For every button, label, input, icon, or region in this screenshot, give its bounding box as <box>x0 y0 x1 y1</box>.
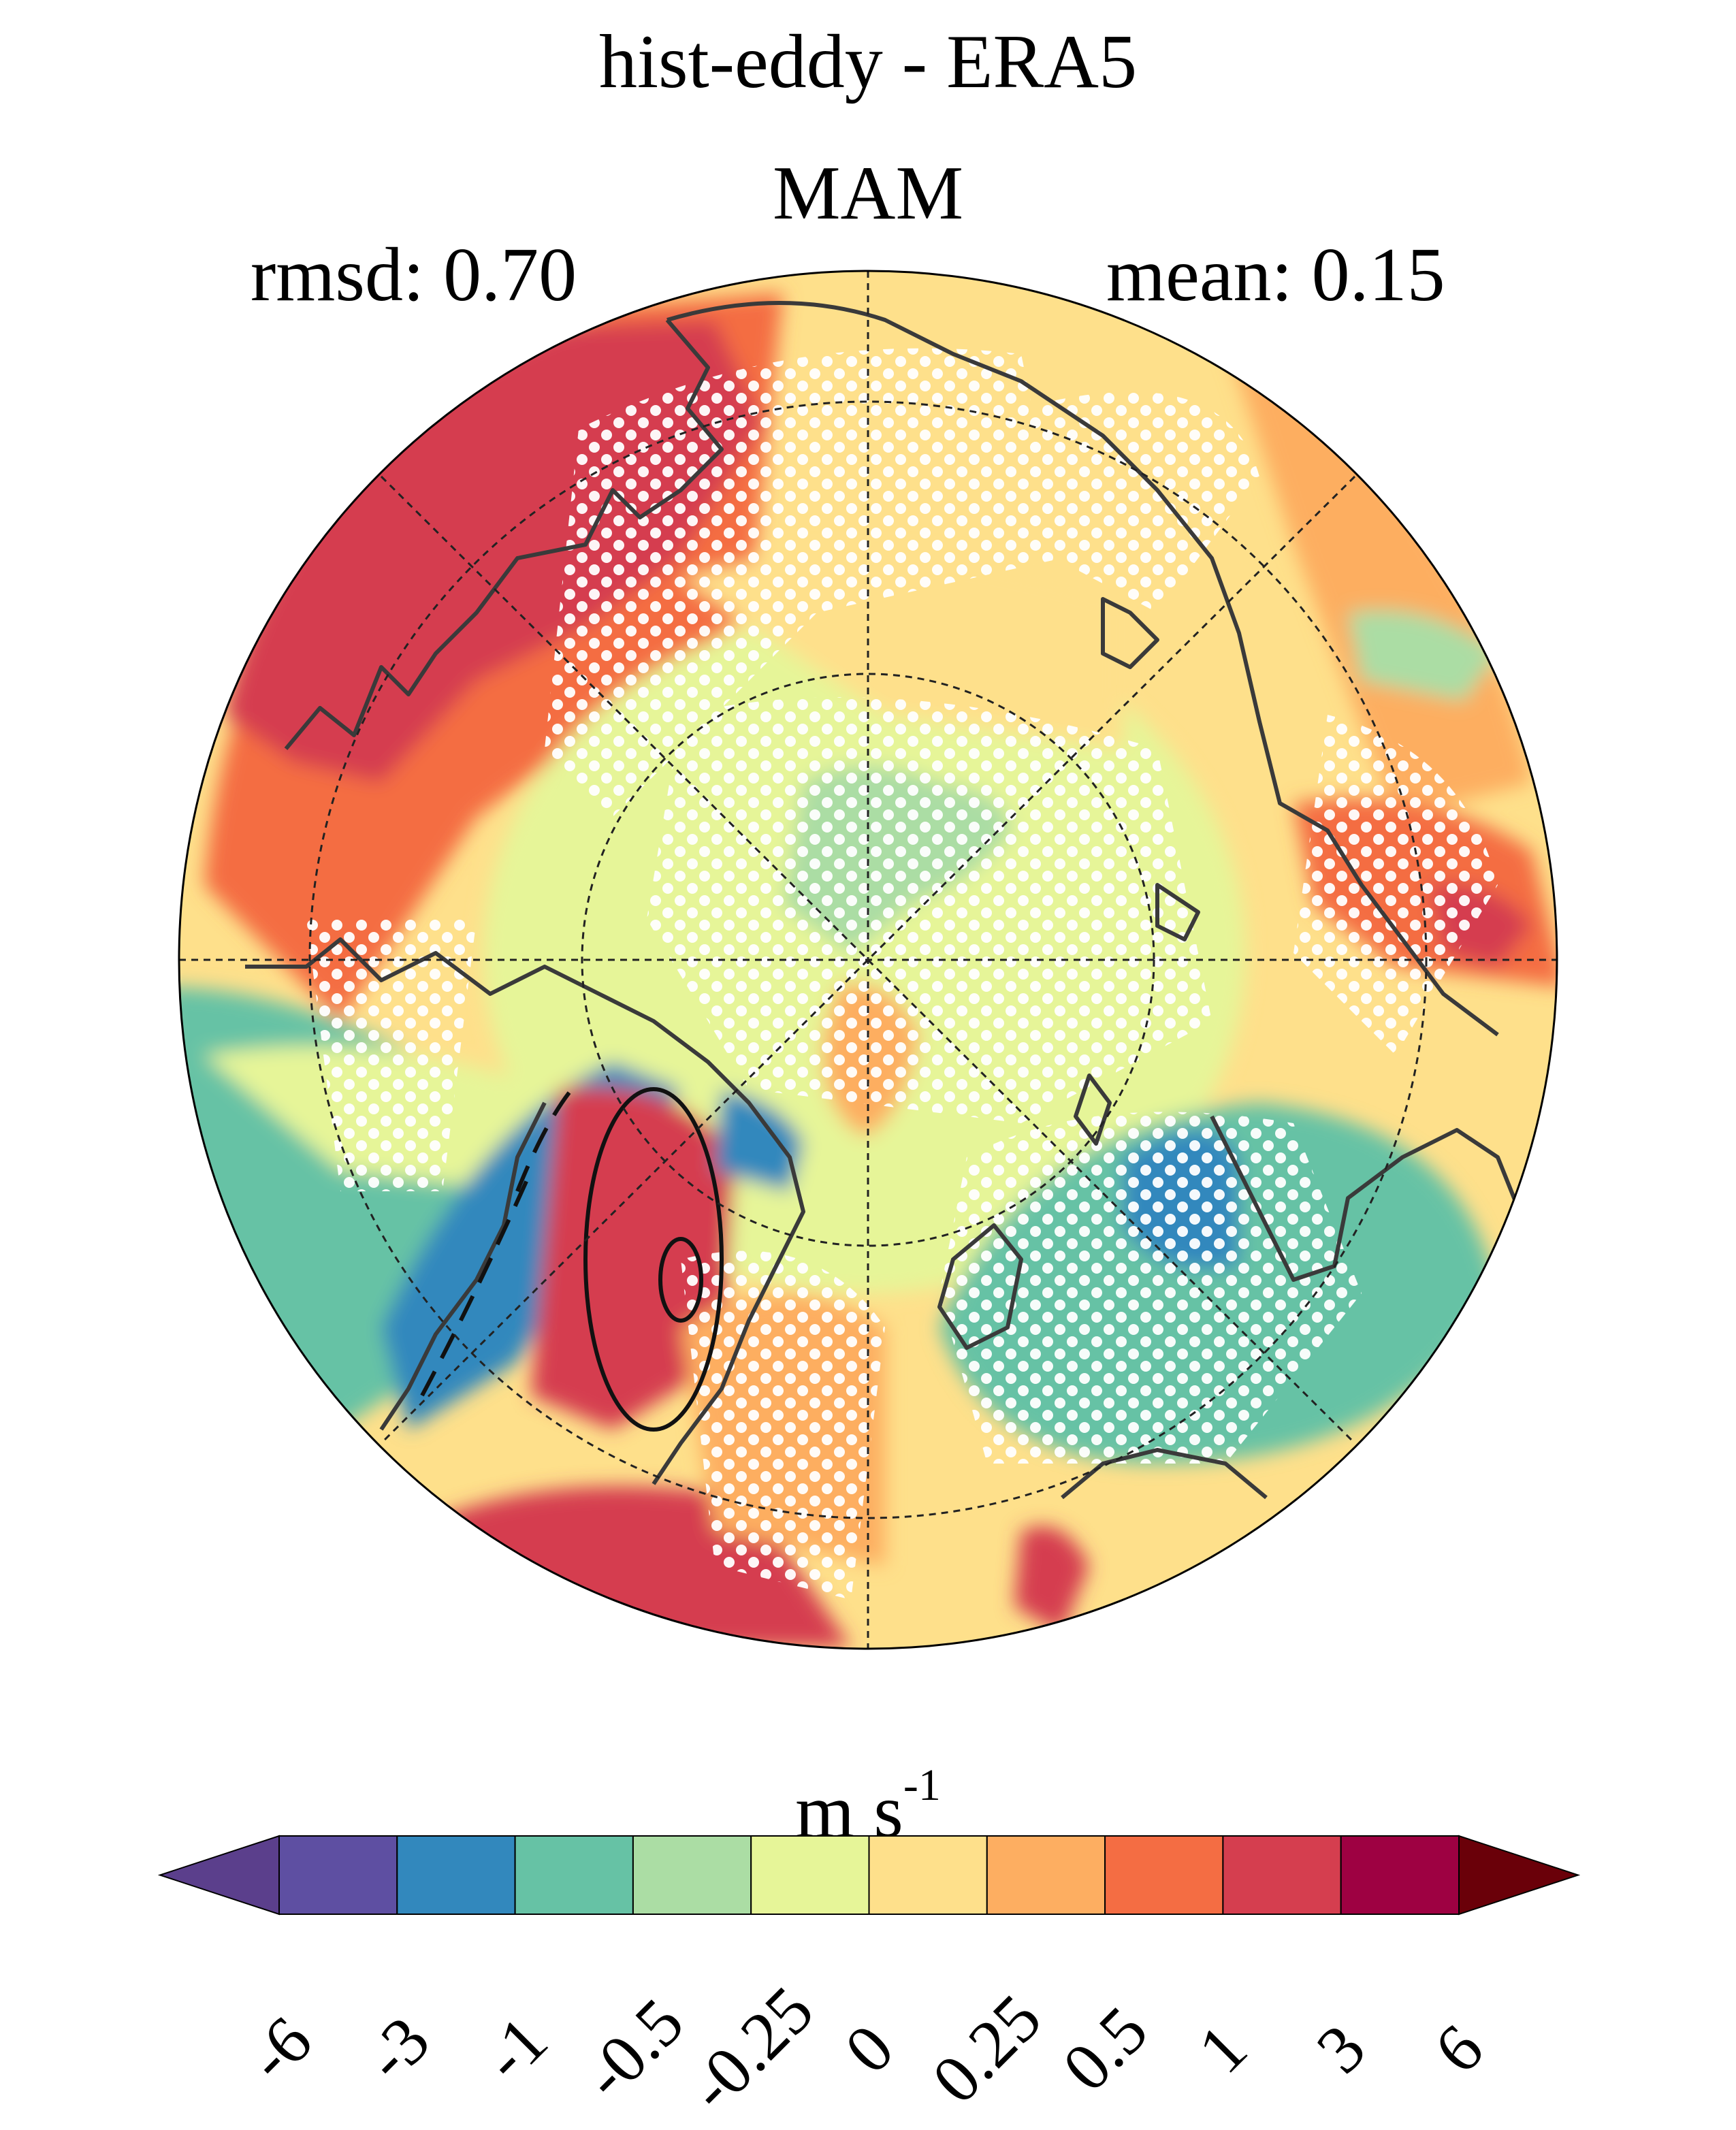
colorbar-tick-label: 3 <box>1302 2010 1380 2088</box>
colorbar-segment <box>750 1835 870 1915</box>
colorbar-segment <box>868 1835 988 1915</box>
colorbar-extend-low <box>157 1835 280 1916</box>
colorbar-tick-label: -3 <box>350 2001 444 2096</box>
chart-title: hist-eddy - ERA5 <box>598 20 1138 104</box>
colorbar-tick-label: -6 <box>232 2001 326 2096</box>
colorbar-segment <box>986 1835 1106 1915</box>
coastlines <box>245 301 1527 1500</box>
polar-map <box>178 270 1558 1650</box>
colorbar-segment <box>1340 1835 1460 1915</box>
colorbar-tick-label: 0.25 <box>918 1980 1056 2118</box>
rmsd-label: rmsd: 0.70 <box>251 233 577 317</box>
colorbar-segment <box>396 1835 516 1915</box>
mean-label: mean: 0.15 <box>1106 233 1445 317</box>
significance-stippling <box>306 348 1498 1600</box>
colorbar-tick-label: -0.5 <box>568 1984 698 2114</box>
colorbar-tick-label: 0 <box>830 2010 908 2088</box>
colorbar <box>157 1835 1581 1916</box>
colorbar-segment <box>632 1835 752 1915</box>
colorbar-extend-high <box>1458 1835 1581 1916</box>
graticule <box>179 271 1557 1649</box>
colorbar-segment <box>278 1835 398 1915</box>
colorbar-tick-label: 6 <box>1419 2010 1498 2088</box>
colorbar-segment <box>514 1835 634 1915</box>
colorbar-segment <box>1104 1835 1224 1915</box>
map-boundary <box>178 270 1558 1650</box>
colorbar-tick-label: -1 <box>468 2001 562 2096</box>
colorbar-tick-label: 0.5 <box>1048 1992 1162 2106</box>
colorbar-tick-label: 1 <box>1184 2010 1261 2088</box>
chart-subtitle: MAM <box>772 151 964 236</box>
colorbar-segment <box>1222 1835 1342 1915</box>
filled-field <box>179 271 1557 1649</box>
colorbar-tick-label: -0.25 <box>674 1971 828 2126</box>
contours <box>420 1087 724 1432</box>
